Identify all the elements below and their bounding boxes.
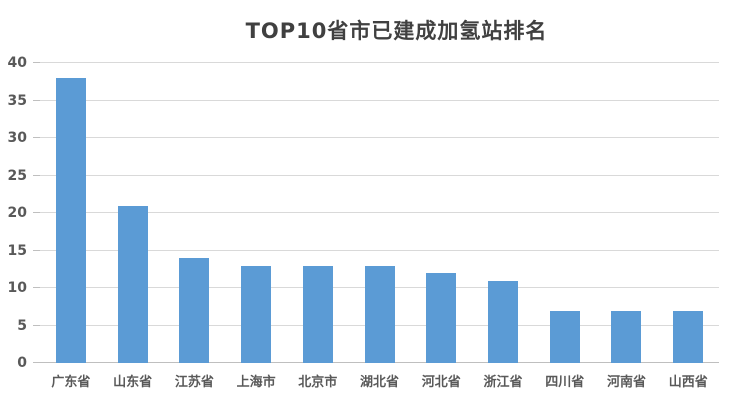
gridline — [40, 174, 719, 176]
plot-area — [33, 62, 719, 363]
bar-江苏省 — [179, 258, 210, 363]
y-axis-tick — [33, 137, 40, 138]
y-axis-tick — [33, 174, 40, 176]
gridline — [40, 212, 719, 213]
bar-slot — [534, 63, 596, 363]
y-axis-tick — [33, 249, 40, 251]
x-tick-label: 湖北省 — [360, 375, 400, 390]
bar-slot — [349, 63, 411, 363]
gridline — [40, 99, 719, 101]
gridline — [40, 137, 719, 138]
x-tick-label: 河南省 — [606, 375, 646, 390]
y-axis-tick — [33, 62, 40, 63]
bar-slot — [657, 63, 719, 363]
bar-slot — [287, 63, 349, 363]
bar-slot — [102, 63, 164, 363]
bar-slot — [225, 63, 287, 363]
y-tick-label: 25 — [7, 167, 27, 184]
bar-slot — [472, 63, 534, 363]
bar-湖北省 — [364, 265, 395, 363]
x-tick-label: 北京市 — [298, 375, 338, 390]
bar-slot — [163, 63, 225, 363]
bars-series — [40, 63, 719, 363]
y-tick-label: 0 — [17, 355, 27, 371]
x-tick-label: 河北省 — [421, 375, 461, 390]
y-tick-label: 40 — [7, 55, 27, 71]
x-axis-labels: 广东省 山东省 江苏省 上海市 北京市 湖北省 河北省 浙江省 四川省 河南省 山西省 — [40, 371, 719, 390]
bar-河南省 — [611, 310, 642, 363]
x-tick-label: 山东省 — [113, 375, 153, 390]
y-axis-labels: 0 5 10 15 20 25 30 35 40 — [0, 56, 27, 370]
x-tick-label: 浙江省 — [483, 375, 523, 390]
bar-河北省 — [426, 273, 457, 363]
bar-山东省 — [117, 205, 148, 363]
bar-广东省 — [55, 78, 86, 363]
bar-北京市 — [302, 265, 333, 363]
chart-title: TOP10省市已建成加氢站排名 — [245, 19, 548, 43]
bar-浙江省 — [488, 280, 518, 363]
gridline — [40, 62, 719, 63]
gridline — [40, 249, 719, 251]
y-tick-label: 20 — [7, 205, 27, 221]
x-tick-label: 上海市 — [236, 375, 276, 390]
bar-山西省 — [673, 310, 704, 363]
y-axis-tick — [33, 99, 40, 101]
y-tick-label: 10 — [7, 280, 27, 296]
x-tick-label: 广东省 — [51, 375, 91, 390]
y-tick-label: 15 — [7, 242, 27, 259]
x-tick-label: 江苏省 — [174, 375, 214, 390]
x-tick-label: 山西省 — [668, 375, 708, 390]
bar-上海市 — [241, 265, 272, 363]
y-tick-label: 5 — [17, 317, 27, 334]
y-tick-label: 30 — [7, 130, 27, 146]
y-axis-tick — [33, 324, 40, 326]
x-tick-label: 四川省 — [545, 375, 585, 390]
y-tick-label: 35 — [7, 92, 27, 109]
bar-slot — [410, 63, 472, 363]
bar-slot — [596, 63, 658, 363]
bar-slot — [40, 63, 102, 363]
y-axis-tick — [33, 212, 40, 213]
y-axis-tick — [33, 287, 40, 288]
bar-四川省 — [549, 310, 580, 363]
